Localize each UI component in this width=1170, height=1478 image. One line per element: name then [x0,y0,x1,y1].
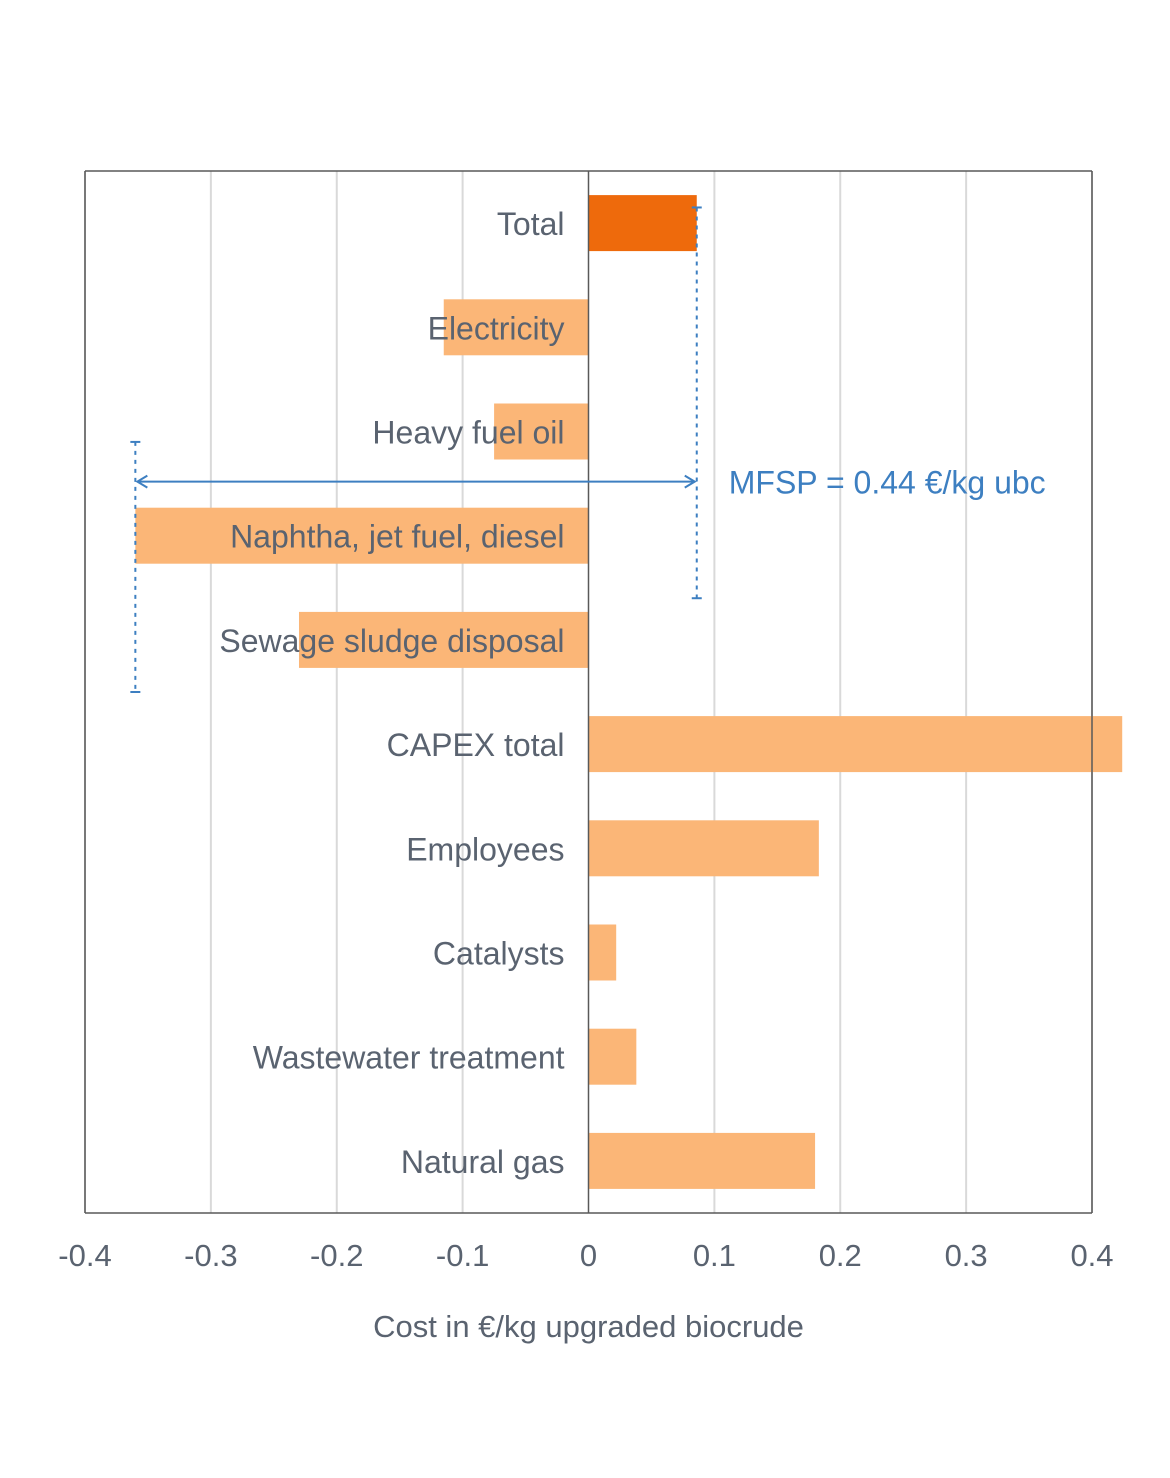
bar-4 [298,611,589,668]
mfsp-arrow-head-right [684,474,697,489]
x-tick-label-5: 0.1 [693,1238,736,1273]
mfsp-annotation-label: MFSP = 0.44 €/kg ubc [729,465,1046,501]
category-label-6: Employees [406,831,564,867]
bar-0 [588,195,697,252]
x-tick-label-6: 0.2 [819,1238,862,1273]
x-tick-label-2: -0.2 [310,1238,363,1273]
bars [135,195,1123,1189]
bar-3 [135,507,589,564]
mfsp-arrow-head-left [135,474,148,489]
bar-7 [588,924,617,981]
category-label-7: Catalysts [433,936,565,972]
category-label-9: Natural gas [401,1144,565,1180]
bar-1 [443,299,589,356]
x-tick-label-3: -0.1 [436,1238,489,1273]
x-axis-title: Cost in €/kg upgraded biocrude [373,1309,804,1344]
x-tick-label-4: 0 [580,1238,597,1273]
bar-6 [588,820,819,877]
x-tick-label-0: -0.4 [58,1238,111,1273]
category-label-8: Wastewater treatment [253,1040,565,1076]
x-tick-labels: -0.4 -0.3 -0.2 -0.1 0 0.1 0.2 0.3 0.4 [58,1238,1113,1273]
axes [84,170,1093,1214]
bar-8 [588,1028,637,1085]
bar-2 [494,403,589,460]
category-label-3: Naphtha, jet fuel, diesel [230,519,564,555]
x-tick-label-1: -0.3 [184,1238,237,1273]
category-label-1: Electricity [428,310,565,346]
category-label-4: Sewage sludge disposal [219,623,564,659]
x-tick-label-7: 0.3 [945,1238,988,1273]
mfsp-annotation: MFSP = 0.44 €/kg ubc [130,206,1046,693]
category-label-5: CAPEX total [387,727,565,763]
bar-5 [588,716,1123,773]
category-labels: Total Electricity Heavy fuel oil Naphtha, j… [219,206,564,1180]
x-tick-label-8: 0.4 [1070,1238,1113,1273]
category-label-2: Heavy fuel oil [372,415,564,451]
bar-9 [588,1132,816,1189]
category-label-0: Total [497,206,565,242]
